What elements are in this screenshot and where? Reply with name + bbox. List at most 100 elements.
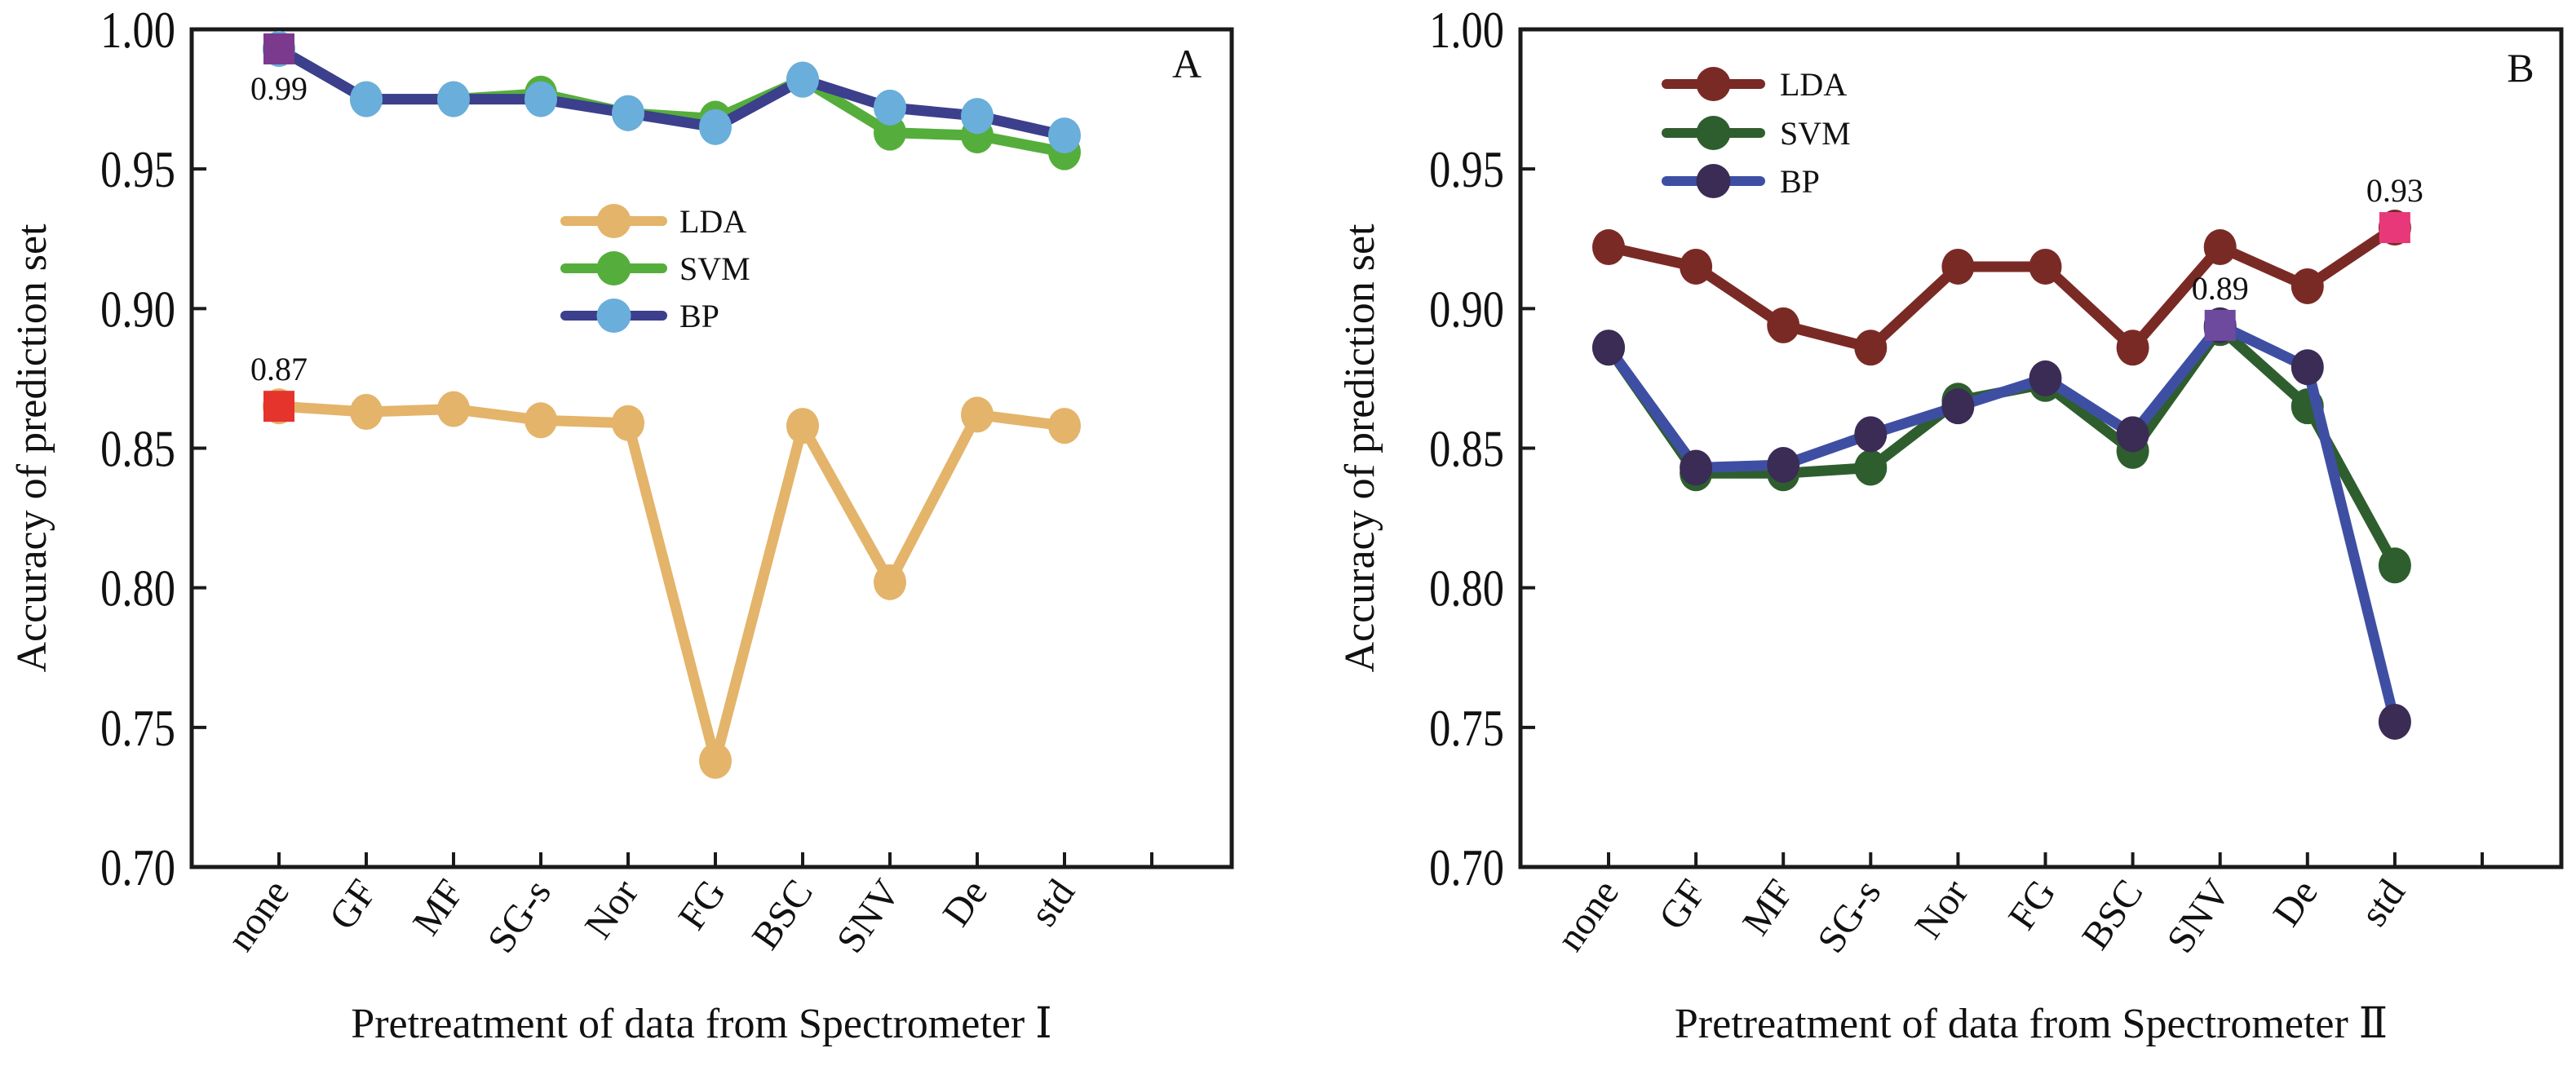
data-point-bp (612, 95, 644, 131)
data-point-bp (524, 81, 557, 117)
data-label: 0.99 (250, 70, 308, 107)
x-axis-title: Pretreatment of data from Spectrometer Ⅰ (351, 1001, 1051, 1047)
data-point-bp (1592, 330, 1625, 366)
y-tick-label: 0.75 (1429, 699, 1504, 757)
data-point-lda (524, 402, 557, 439)
data-point-lda (2116, 330, 2149, 366)
data-point-lda (1680, 248, 1713, 285)
series-lda (1592, 210, 2411, 366)
x-tick-label: SG-s (1809, 872, 1889, 961)
y-tick-label: 0.85 (1429, 420, 1504, 478)
chart-panel-a: 0.70 0.75 0.80 0.85 0.90 0.95 1.00 none GF MF SG-s… (9, 1, 1234, 1047)
y-tick-label: 0.70 (1429, 838, 1504, 896)
y-tick-label: 0.80 (1429, 560, 1504, 617)
data-point-bp (2378, 703, 2411, 740)
data-point-lda (699, 742, 732, 779)
panel-letter: A (1172, 41, 1202, 86)
data-point-lda (1048, 408, 1081, 445)
data-point-bp (1941, 388, 1975, 425)
data-point-bp (437, 81, 470, 117)
legend-marker (1696, 67, 1731, 101)
data-point-svm (2378, 547, 2411, 584)
legend-marker (596, 299, 631, 333)
legend-label: LDA (679, 203, 746, 240)
data-point-bp (1767, 447, 1800, 484)
x-tick-label: Nor (577, 872, 647, 947)
legend-marker (1696, 116, 1731, 150)
data-point-bp (699, 108, 732, 145)
data-point-lda (612, 405, 644, 441)
x-tick-label: none (219, 872, 298, 959)
data-label: 0.87 (250, 351, 308, 387)
x-tick-label: BSC (2074, 872, 2151, 958)
x-tick-label: SG-s (480, 872, 560, 961)
y-axis-title: Accuracy of prediction set (1337, 223, 1383, 673)
legend-label: LDA (1780, 66, 1847, 103)
highlight-marker (2379, 212, 2410, 244)
y-tick-label: 0.80 (100, 560, 175, 617)
y-tick-label: 0.70 (100, 838, 175, 896)
series-lda (263, 388, 1081, 779)
data-point-lda (437, 391, 470, 427)
legend-item-svm: SVM (1662, 115, 1851, 152)
data-point-lda (350, 393, 383, 430)
legend-label: SVM (679, 250, 750, 287)
series-line-bp (1603, 320, 2401, 728)
series-line-lda (1603, 222, 2401, 353)
x-tick-label: none (1548, 872, 1627, 959)
series-line-bp (273, 43, 1070, 141)
x-tick-label: SNV (2158, 872, 2239, 961)
x-tick-label: std (2352, 872, 2414, 934)
series-line-svm (1603, 322, 2401, 571)
legend-item-lda: LDA (560, 203, 746, 240)
chart-panel-b: 0.70 0.75 0.80 0.85 0.90 0.95 1.00 none GF MF SG-s… (1337, 1, 2564, 1047)
x-tick-label: Nor (1906, 872, 1976, 947)
x-tick-label: BSC (744, 872, 821, 958)
highlight-marker (263, 33, 294, 64)
data-point-lda (2029, 248, 2062, 285)
data-point-bp (786, 61, 819, 98)
x-tick-label: std (1021, 872, 1083, 934)
y-tick-label: 0.90 (100, 280, 175, 338)
legend-marker (596, 251, 631, 285)
y-tick-label: 0.95 (100, 140, 175, 198)
legend-label: SVM (1780, 115, 1851, 152)
data-label: 0.93 (2366, 172, 2423, 209)
data-point-bp (350, 81, 383, 117)
data-label: 0.89 (2192, 270, 2249, 307)
data-point-bp (961, 98, 994, 135)
y-tick-label: 1.00 (1429, 1, 1504, 59)
y-tick-label: 0.75 (100, 699, 175, 757)
y-axis-title: Accuracy of prediction set (9, 223, 55, 673)
legend-marker (1696, 164, 1731, 198)
data-point-svm (1854, 449, 1888, 486)
x-tick-label: GF (321, 872, 385, 938)
panel-letter: B (2507, 45, 2534, 91)
legend-item-bp: BP (560, 298, 719, 334)
x-tick-label: GF (1651, 872, 1715, 938)
data-point-bp (1048, 117, 1081, 154)
x-tick-label: MF (405, 872, 472, 943)
highlight-marker (263, 391, 294, 422)
data-point-bp (1680, 449, 1713, 486)
highlight-marker (2204, 309, 2236, 341)
data-point-bp (2116, 416, 2149, 453)
data-point-bp (874, 89, 906, 126)
data-point-lda (2291, 268, 2324, 304)
x-tick-label: MF (1734, 872, 1802, 943)
data-point-svm (874, 114, 906, 151)
data-point-bp (2029, 360, 2062, 396)
x-tick-label: FG (2000, 872, 2065, 938)
data-point-lda (1592, 229, 1625, 266)
legend-item-lda: LDA (1662, 66, 1847, 103)
data-point-bp (2291, 349, 2324, 386)
data-point-lda (1941, 248, 1975, 285)
series-bp (1592, 307, 2411, 740)
data-point-lda (874, 564, 906, 600)
legend-item-bp: BP (1662, 163, 1820, 200)
x-tick-label: De (934, 872, 996, 934)
y-tick-label: 0.85 (100, 420, 175, 478)
y-tick-label: 0.90 (1429, 280, 1504, 338)
data-point-bp (1854, 416, 1888, 453)
